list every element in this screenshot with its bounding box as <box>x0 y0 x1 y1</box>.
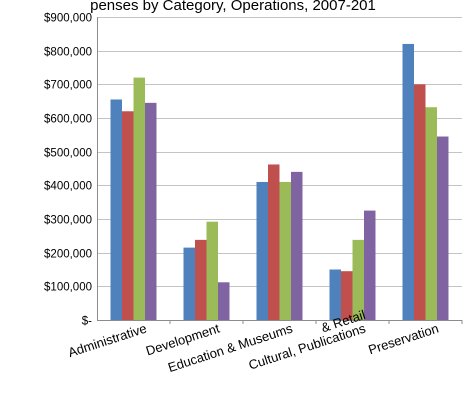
bars <box>110 43 449 321</box>
bar <box>291 171 303 320</box>
bar <box>352 239 364 320</box>
chart-title: penses by Category, Operations, 2007-201 <box>90 0 376 14</box>
bar <box>218 282 230 320</box>
bar <box>183 247 195 320</box>
bar <box>195 239 207 320</box>
y-tick-label: $800,000 <box>44 47 92 59</box>
y-tick-label: $900,000 <box>44 13 92 25</box>
y-tick-label: $100,000 <box>44 282 92 294</box>
x-tick-label: Education & Museums <box>166 320 295 375</box>
y-tick-label: $600,000 <box>44 114 92 126</box>
y-tick-label: $400,000 <box>44 181 92 193</box>
y-tick-label: $500,000 <box>44 148 92 160</box>
bar <box>133 77 145 320</box>
bar <box>364 210 376 320</box>
bar <box>279 181 291 320</box>
bar <box>268 164 280 320</box>
y-tick-label: $300,000 <box>44 215 92 227</box>
y-tick-label: $700,000 <box>44 80 92 92</box>
bar <box>110 99 122 320</box>
bar <box>206 221 218 320</box>
bar <box>414 84 426 320</box>
bar <box>341 271 353 320</box>
bar <box>329 269 341 320</box>
bar <box>425 107 437 320</box>
bar <box>256 181 268 320</box>
bar <box>122 111 134 321</box>
y-tick-label: $- <box>82 316 92 328</box>
bar <box>402 43 414 320</box>
x-tick-label: Administrative <box>66 321 148 360</box>
bar <box>145 102 157 320</box>
x-tick-label: Preservation <box>366 321 440 358</box>
bar <box>437 136 449 320</box>
y-tick-label: $200,000 <box>44 249 92 261</box>
